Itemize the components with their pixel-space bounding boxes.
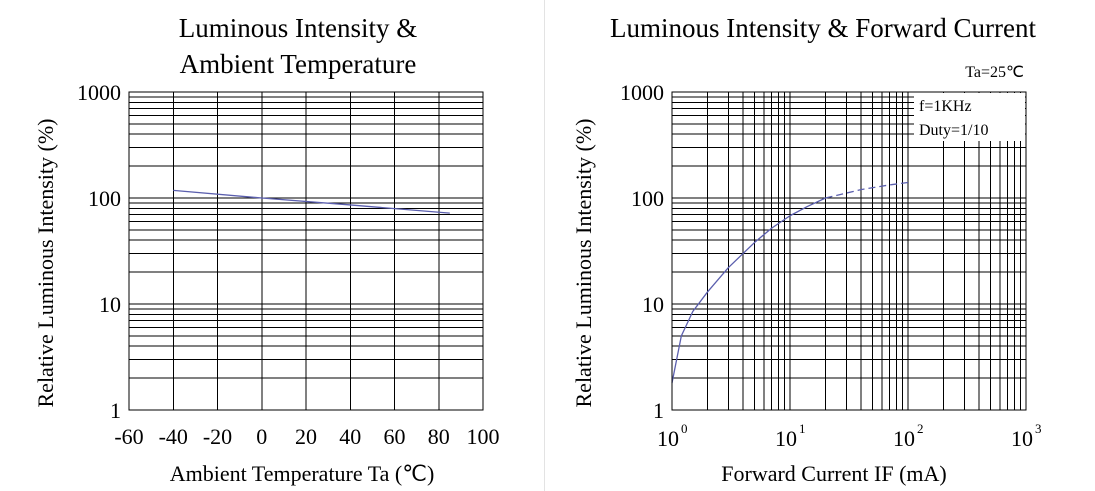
- tick-labels: -60 -40 -20 0 20 40 60 80 100 1 10 100 1000: [77, 80, 500, 449]
- x-tick-label: 40: [339, 424, 361, 449]
- y-tick-label: 1: [653, 398, 664, 423]
- chart-title-line-2: Ambient Temperature: [180, 49, 417, 79]
- x-tick-label: -40: [159, 424, 188, 449]
- x-tick-label: 80: [428, 424, 450, 449]
- x-tick-exponent: 3: [1035, 421, 1042, 436]
- x-tick-label: 10: [893, 426, 915, 451]
- y-axis-label: Relative Luminous Intensity (%): [33, 119, 58, 408]
- annotation-temperature: Ta=25℃: [965, 64, 1024, 81]
- x-axis-label: Forward Current IF (mA): [721, 461, 946, 486]
- y-tick-label: 1000: [77, 80, 121, 105]
- x-tick-exponent: 0: [681, 421, 688, 436]
- y-tick-label: 10: [642, 292, 664, 317]
- series-layer: [173, 189, 450, 214]
- series-line-dashed: [825, 181, 909, 199]
- chart-title: Luminous Intensity & Forward Current: [610, 13, 1036, 43]
- series-line: [671, 197, 826, 384]
- annotation-frequency: f=1KHz: [919, 98, 972, 115]
- x-tick-label: -60: [114, 424, 143, 449]
- x-tick-exponent: 1: [799, 421, 806, 436]
- x-tick-label: 0: [256, 424, 267, 449]
- series-line: [173, 189, 450, 214]
- x-tick-label: -20: [203, 424, 232, 449]
- series-layer: [671, 181, 909, 384]
- y-tick-label: 10: [99, 292, 121, 317]
- chart-title-line-1: Luminous Intensity &: [179, 13, 418, 43]
- x-tick-label: 10: [657, 426, 679, 451]
- x-axis-label: Ambient Temperature Ta (℃): [170, 461, 435, 486]
- x-tick-exponent: 2: [917, 421, 924, 436]
- x-tick-label: 20: [295, 424, 317, 449]
- chart-forward-current: Luminous Intensity & Forward Current Rel…: [548, 0, 1095, 491]
- x-tick-label: 10: [1011, 426, 1033, 451]
- chart-left-svg: Luminous Intensity & Ambient Temperature…: [33, 13, 500, 486]
- plot-frame: [671, 91, 1027, 411]
- y-tick-label: 100: [88, 186, 121, 211]
- y-tick-label: 1000: [620, 80, 664, 105]
- x-tick-label: 100: [467, 424, 500, 449]
- grid: [128, 92, 484, 411]
- y-axis-label: Relative Luminous Intensity (%): [571, 119, 596, 408]
- chart-ambient-temperature: Luminous Intensity & Ambient Temperature…: [0, 0, 540, 491]
- chart-right-svg: Luminous Intensity & Forward Current Rel…: [571, 13, 1042, 486]
- plot-frame: [128, 91, 484, 411]
- chart-divider: [544, 0, 545, 491]
- x-tick-label: 60: [384, 424, 406, 449]
- annotation-box: [914, 93, 1025, 141]
- y-tick-label: 100: [631, 186, 664, 211]
- y-tick-label: 1: [110, 398, 121, 423]
- x-tick-label: 10: [775, 426, 797, 451]
- annotation-duty: Duty=1/10: [919, 122, 988, 139]
